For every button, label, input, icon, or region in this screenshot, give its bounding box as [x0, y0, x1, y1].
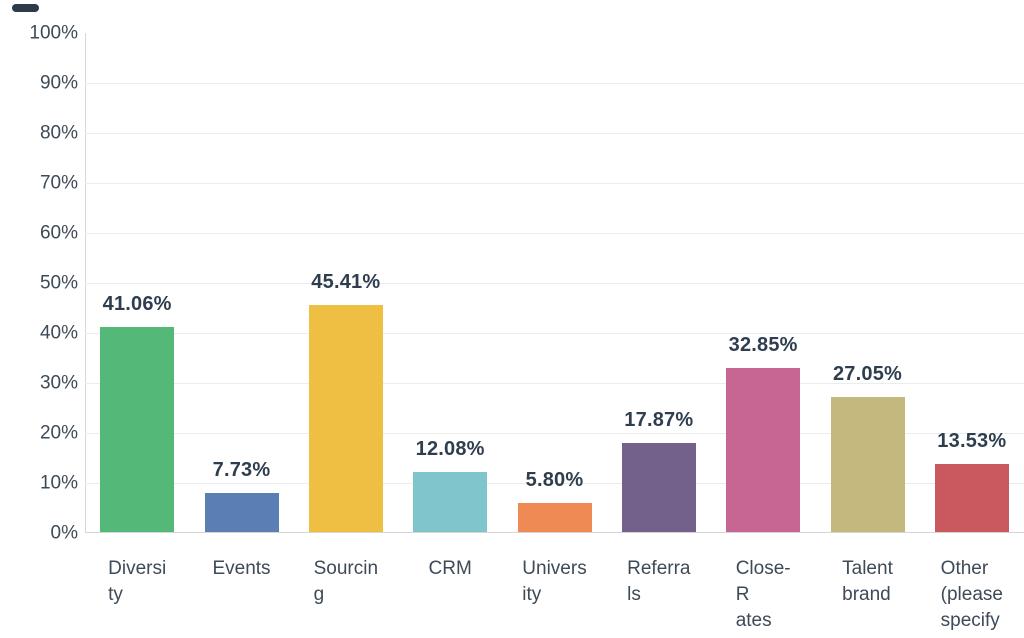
bar-sourcing — [308, 305, 383, 532]
bar-value-label: 27.05% — [832, 363, 903, 385]
bar-close-rates — [726, 368, 801, 532]
gridline — [85, 183, 1024, 184]
y-axis-tick: 40% — [39, 322, 78, 344]
bar-events — [204, 493, 279, 532]
gridline — [85, 83, 1024, 84]
gridline — [85, 483, 1024, 484]
x-axis-label: Talent brand — [842, 558, 893, 605]
gridline — [85, 283, 1024, 284]
gridline — [85, 383, 1024, 384]
y-axis-tick: 10% — [39, 472, 78, 494]
y-axis-tick: 50% — [39, 272, 78, 294]
bar-value-label: 45.41% — [311, 271, 381, 293]
top-left-dash-mark — [12, 4, 39, 12]
x-axis-line — [85, 532, 1024, 533]
bar-value-label: 41.06% — [102, 293, 172, 315]
gridline — [85, 433, 1024, 434]
y-axis-tick: 20% — [39, 422, 78, 444]
gridline — [85, 333, 1024, 334]
bar-value-label: 5.80% — [525, 469, 584, 491]
x-axis-label: Diversi ty — [108, 558, 167, 605]
x-axis-label: Events — [212, 558, 271, 579]
bar-referrals — [621, 443, 696, 532]
x-axis-label: Univers ity — [522, 558, 587, 605]
bar-value-label: 32.85% — [728, 334, 798, 356]
y-axis-tick: 0% — [50, 522, 78, 544]
bar-value-label: 13.53% — [937, 430, 1007, 452]
bar-crm — [413, 472, 488, 532]
y-axis-tick: 90% — [39, 72, 78, 94]
x-axis-label: CRM — [428, 558, 472, 579]
bar-university — [517, 503, 592, 532]
bar-value-label: 17.87% — [624, 409, 694, 431]
x-axis-label: Referra ls — [627, 558, 691, 605]
plot-area: 41.06% 7.73% 45.41% 12.08% 5.80% 17.87% 32.85%… — [85, 33, 1024, 533]
x-axis-label: Other (please specify — [940, 558, 1003, 631]
bar-talent-brand — [830, 397, 905, 532]
y-axis-tick: 70% — [39, 172, 78, 194]
x-axis-label: Sourcin g — [313, 558, 379, 605]
y-axis-tick: 30% — [39, 372, 78, 394]
bar-diversity — [100, 327, 175, 532]
gridline — [85, 233, 1024, 234]
bar-value-label: 12.08% — [415, 438, 485, 460]
y-axis-tick: 100% — [29, 22, 78, 44]
gridline — [85, 133, 1024, 134]
y-axis-tick: 80% — [39, 122, 78, 144]
bar-other-please-specify — [934, 464, 1009, 532]
y-axis-tick: 60% — [39, 222, 78, 244]
bar-value-label: 7.73% — [212, 459, 271, 481]
